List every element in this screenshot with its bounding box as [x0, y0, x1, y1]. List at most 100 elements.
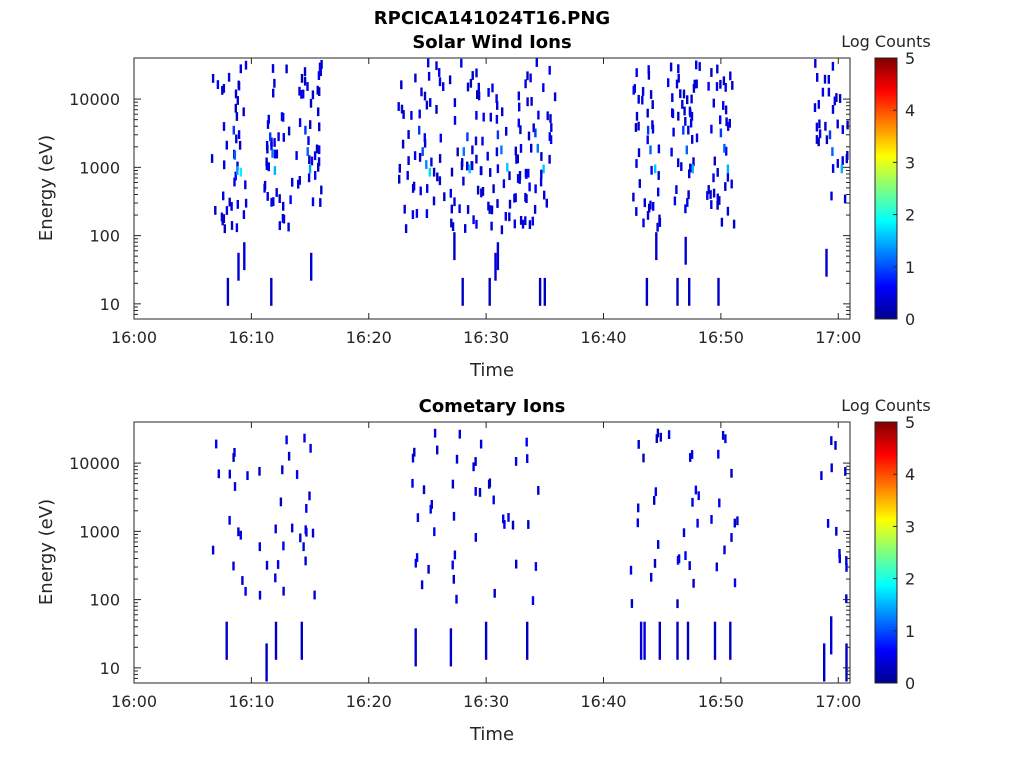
heatmap-cell — [646, 135, 649, 145]
heatmap-cell — [448, 75, 452, 85]
heatmap-cell — [534, 562, 538, 571]
heatmap-cell — [239, 530, 242, 540]
heatmap-cell — [310, 156, 314, 166]
heatmap-cell — [716, 168, 719, 177]
heatmap-cell — [629, 565, 633, 575]
heatmap-cell — [232, 453, 235, 462]
heatmap-cell — [831, 105, 835, 114]
heatmap-cell — [308, 155, 311, 164]
heatmap-cell — [488, 205, 491, 214]
heatmap-cell — [492, 495, 495, 505]
heatmap-cell — [285, 435, 288, 445]
x-tick-label: 16:10 — [228, 328, 274, 347]
heatmap-cell — [265, 643, 268, 682]
heatmap-cell — [539, 177, 543, 187]
heatmap-cell — [274, 524, 277, 534]
heatmap-cell — [838, 94, 842, 103]
heatmap-cell — [543, 277, 546, 306]
heatmap-cell — [299, 533, 302, 543]
heatmap-cell — [508, 212, 511, 222]
heatmap-cell — [667, 78, 670, 88]
heatmap-cell — [526, 454, 529, 463]
heatmap-cell — [514, 457, 518, 466]
heatmap-cell — [423, 138, 427, 148]
heatmap-cell — [451, 222, 455, 231]
heatmap-cell — [655, 232, 658, 261]
colorbar-tick-label: 0 — [905, 310, 915, 329]
y-tick-label: 1000 — [79, 522, 120, 541]
heatmap-cell — [317, 157, 321, 167]
heatmap-cell — [823, 643, 826, 682]
heatmap-cell — [233, 482, 237, 491]
heatmap-cell — [526, 621, 529, 660]
heatmap-cell — [632, 192, 635, 202]
heatmap-cell — [275, 188, 278, 197]
heatmap-cell — [210, 154, 214, 163]
heatmap-cell — [300, 90, 303, 99]
heatmap-cell — [472, 215, 475, 225]
heatmap-cell — [414, 558, 417, 568]
heatmap-cell — [677, 73, 680, 83]
heatmap-cell — [637, 121, 640, 131]
heatmap-cell — [634, 123, 638, 132]
heatmap-cell — [517, 118, 520, 128]
heatmap-cell — [670, 147, 673, 157]
heatmap-cell — [732, 219, 736, 229]
heatmap-cell — [481, 136, 484, 146]
heatmap-cell — [713, 621, 717, 660]
heatmap-cell — [432, 167, 436, 177]
heatmap-cell — [717, 449, 720, 459]
heatmap-cell — [495, 114, 499, 124]
heatmap-cell — [669, 62, 673, 72]
heatmap-cell — [658, 621, 661, 660]
heatmap-cell — [418, 109, 421, 119]
heatmap-cell — [682, 528, 686, 538]
y-tick-label: 10000 — [69, 90, 120, 109]
heatmap-cell — [306, 147, 309, 156]
heatmap-cell — [635, 68, 638, 77]
heatmap-cells — [211, 428, 848, 682]
heatmap-cell — [650, 572, 653, 582]
heatmap-cell — [490, 205, 494, 215]
heatmap-cell — [453, 550, 457, 560]
heatmap-cell — [502, 179, 506, 189]
heatmap-cell — [230, 202, 233, 211]
heatmap-cell — [244, 180, 247, 190]
heatmap-cell — [481, 187, 485, 196]
heatmap-cell — [407, 156, 410, 165]
heatmap-cell — [543, 190, 546, 200]
heatmap-cell — [525, 437, 528, 447]
heatmap-cell — [244, 60, 248, 70]
heatmap-cell — [211, 545, 215, 555]
heatmap-cell — [273, 138, 276, 147]
heatmap-cell — [298, 176, 301, 185]
heatmap-cell — [686, 621, 690, 660]
heatmap-cell — [411, 453, 415, 463]
heatmap-cell — [692, 578, 695, 588]
heatmap-cell — [536, 143, 539, 153]
colorbar-tick-label: 1 — [905, 258, 915, 277]
heatmap-cell — [713, 156, 716, 166]
heatmap-cell — [406, 171, 409, 180]
heatmap-cell — [222, 191, 225, 201]
heatmap-cell — [438, 68, 441, 77]
heatmap-cell — [651, 100, 654, 109]
heatmap-cell — [695, 133, 699, 143]
heatmap-cell — [725, 117, 728, 127]
heatmap-cell — [722, 101, 725, 110]
panel-title: Solar Wind Ions — [412, 32, 571, 53]
heatmap-cell — [656, 428, 660, 438]
heatmap-cell — [317, 107, 320, 117]
heatmap-cell — [667, 430, 671, 439]
heatmap-cell — [845, 594, 848, 604]
heatmap-cell — [513, 219, 516, 229]
heatmap-cell — [226, 277, 230, 306]
heatmap-cell — [303, 76, 307, 86]
heatmap-cell — [235, 134, 238, 144]
heatmap-cell — [673, 196, 677, 206]
heatmap-cell — [438, 77, 442, 87]
heatmap-cell — [491, 83, 494, 93]
heatmap-cell — [632, 85, 635, 95]
heatmap-cell — [649, 145, 652, 155]
